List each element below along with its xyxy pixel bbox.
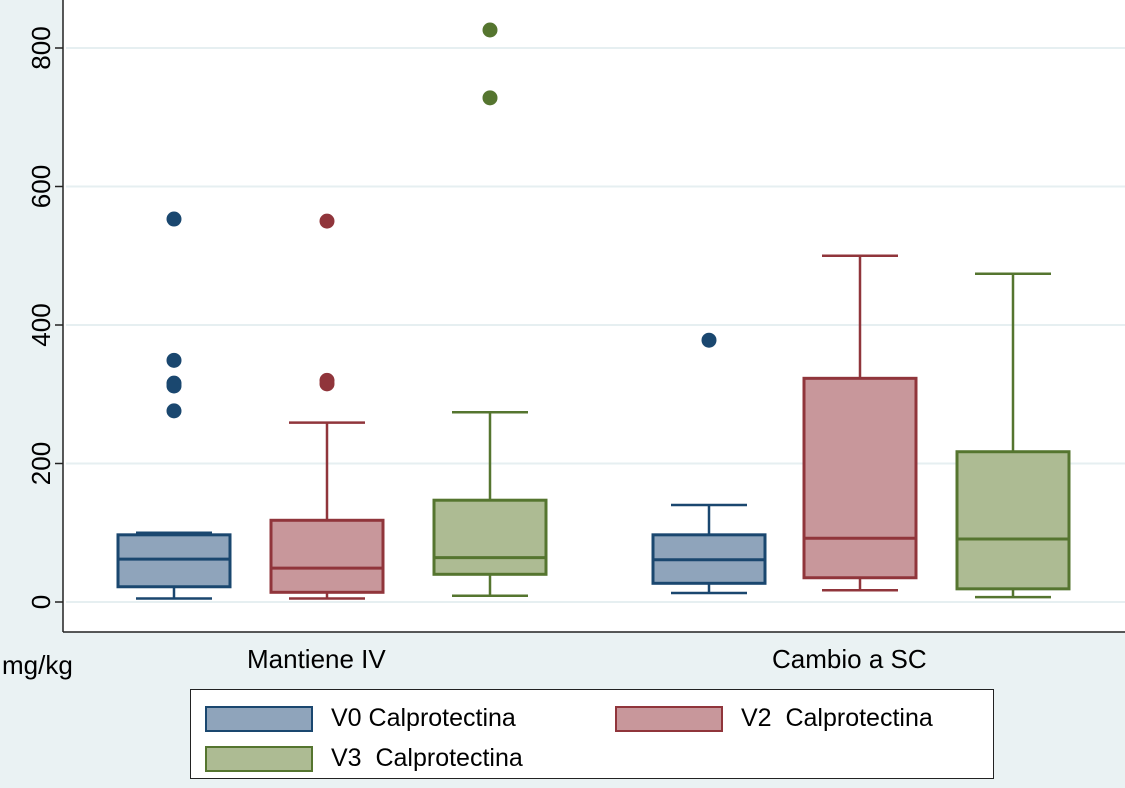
x-category-label-0: Mantiene IV xyxy=(247,644,386,674)
plot-area xyxy=(63,0,1125,632)
legend: V0 Calprotectina V2 Calprotectina V3 Cal… xyxy=(190,689,994,779)
box-iqr xyxy=(269,518,385,594)
legend-label: V0 Calprotectina xyxy=(331,704,516,732)
outlier-point xyxy=(166,352,182,368)
x-category-label-1: Cambio a SC xyxy=(772,644,927,674)
outlier-point xyxy=(482,90,498,106)
y-tick-label: 400 xyxy=(26,303,56,346)
box-iqr xyxy=(116,533,232,589)
outlier-point xyxy=(482,22,498,38)
outlier-point xyxy=(701,332,717,348)
box-iqr xyxy=(432,498,548,576)
legend-swatch-v0 xyxy=(205,705,313,732)
box-iqr xyxy=(802,376,918,580)
outlier-point xyxy=(319,376,335,392)
outlier-point xyxy=(166,378,182,394)
y-tick-label: 0 xyxy=(26,595,56,609)
box-iqr xyxy=(955,450,1071,591)
outlier-point xyxy=(166,403,182,419)
x-axis-unit-label: mg/kg xyxy=(2,650,73,680)
legend-item-v2: V2 Calprotectina xyxy=(615,704,933,733)
legend-item-v3: V3 Calprotectina xyxy=(205,744,523,773)
legend-item-v0: V0 Calprotectina xyxy=(205,704,516,733)
legend-swatch-v2 xyxy=(615,705,723,732)
box-plot: 0 200 400 600 800 xyxy=(26,0,1125,633)
legend-label: V2 Calprotectina xyxy=(741,704,933,732)
legend-swatch-v3 xyxy=(205,745,313,772)
y-tick-label: 800 xyxy=(26,26,56,69)
outlier-point xyxy=(319,213,335,229)
y-tick-label: 600 xyxy=(26,165,56,208)
y-tick-label: 200 xyxy=(26,442,56,485)
legend-label: V3 Calprotectina xyxy=(331,744,523,772)
outlier-point xyxy=(166,211,182,227)
